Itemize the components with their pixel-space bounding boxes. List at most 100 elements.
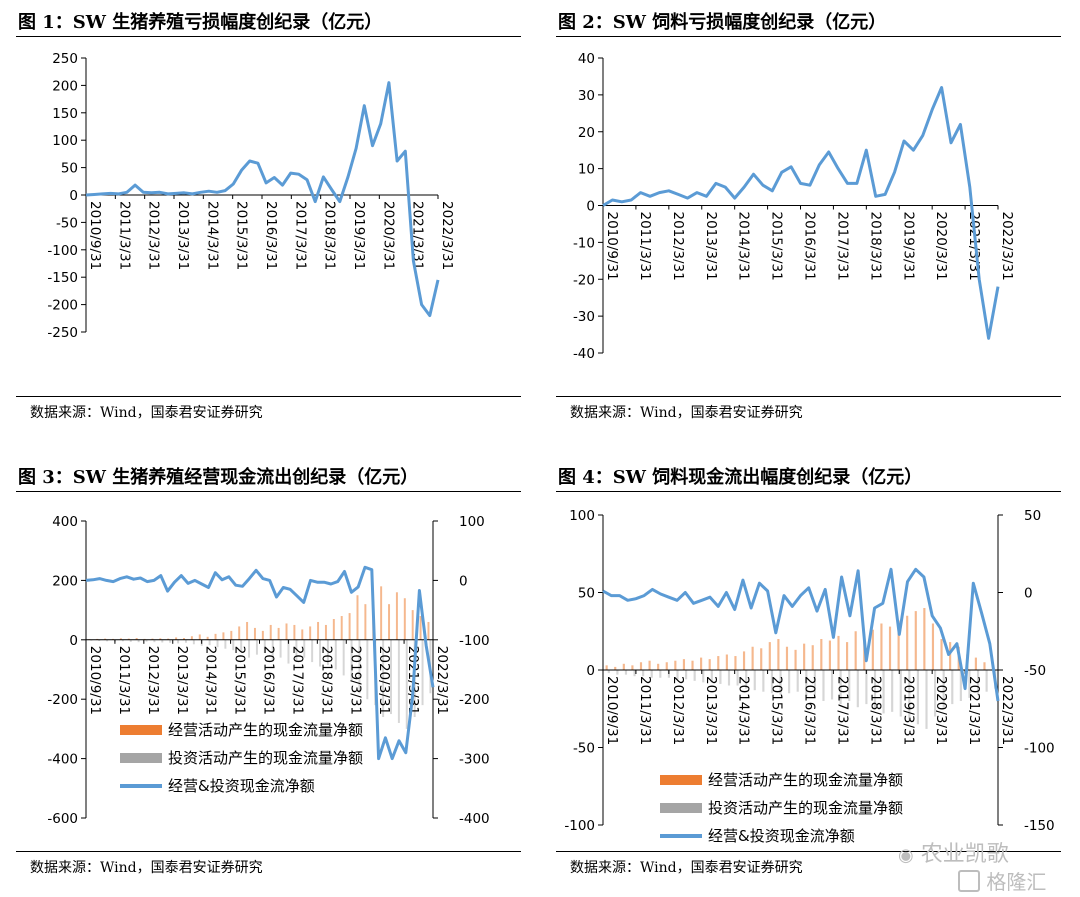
bar-investing [719, 670, 722, 684]
bar-investing [192, 639, 195, 645]
bar-operating [190, 636, 193, 640]
bar-operating [631, 665, 634, 670]
bar-investing [405, 639, 408, 729]
legend-label: 经营&投资现金流净额 [708, 827, 855, 845]
source-rule [556, 396, 1061, 397]
x-tick-label: 2022/3/31 [439, 201, 455, 270]
bar-investing [161, 639, 164, 643]
y-tick-label-right: -300 [459, 752, 490, 768]
bar-operating [340, 616, 343, 640]
bar-operating [183, 638, 185, 640]
chart-plot-1: 250 200 150 100 50 0 -50 -100 -150 -200 -250 2010/9… [47, 51, 455, 341]
x-tick-label: 2019/3/31 [351, 201, 367, 270]
bar-operating [364, 604, 367, 640]
x-tick-label: 2013/3/31 [175, 201, 191, 270]
bar-operating [846, 642, 849, 670]
bar-operating [175, 637, 178, 640]
y-tick-label-left: 400 [52, 514, 78, 530]
bar-investing [976, 670, 980, 695]
bar-operating [923, 608, 926, 670]
bar-investing [934, 670, 937, 717]
bar-operating [785, 646, 789, 670]
bar-investing [916, 670, 919, 725]
bar-operating [828, 640, 831, 670]
x-tick-label: 2010/9/31 [604, 676, 620, 745]
bar-operating [253, 627, 256, 640]
bar-operating [768, 642, 771, 670]
bar-investing [350, 639, 353, 682]
y-tick-label-right: -400 [459, 811, 490, 827]
bar-investing [366, 639, 369, 700]
x-tick-label: 2010/9/31 [87, 201, 103, 270]
bar-investing [616, 670, 619, 675]
y-tick-label-right: 100 [459, 514, 485, 530]
y-tick-label-left: 0 [586, 663, 595, 679]
bar-operating [388, 604, 391, 640]
y-tick-label-left: 250 [52, 51, 78, 67]
bar-operating [293, 624, 296, 640]
bar-investing [770, 670, 774, 694]
y-tick-label-left: 0 [69, 633, 78, 649]
wechat-watermark-text: 农业凯歌 [920, 842, 1009, 867]
bar-operating [324, 624, 327, 640]
title-rule [556, 36, 1061, 37]
bar-operating [419, 616, 422, 640]
x-tick-label: 2018/3/31 [322, 201, 338, 270]
bar-investing [382, 639, 385, 718]
y-tick-label-left: 200 [52, 573, 78, 589]
x-tick-label: 2012/3/31 [670, 212, 686, 281]
x-tick-label: 2012/3/31 [145, 646, 161, 715]
chart-plot-4: 100 50 0 -50 -100 50 0 -50 -100 -150 2010/9/31 2011… [564, 508, 1054, 845]
bar-investing [659, 670, 662, 678]
bar-investing [169, 639, 172, 643]
y-tick-label-left: 40 [578, 51, 595, 67]
bar-investing [216, 639, 219, 648]
bar-investing [676, 670, 679, 680]
bar-operating [974, 657, 977, 670]
y-tick-label-right: -200 [459, 692, 490, 708]
x-tick-label: 2015/3/31 [234, 201, 250, 270]
x-tick-label: 2010/9/31 [87, 646, 103, 715]
bar-investing [822, 670, 825, 701]
x-tick-label: 2017/3/31 [292, 201, 308, 270]
bar-operating [708, 659, 711, 670]
bar-operating [820, 639, 823, 670]
bar-operating [151, 638, 154, 640]
bar-operating [871, 629, 874, 670]
bar-operating [751, 646, 754, 670]
bar-investing [303, 639, 306, 658]
x-tick-label: 2012/3/31 [670, 676, 686, 745]
bar-operating [104, 638, 107, 640]
bar-investing [779, 670, 782, 695]
bar-investing [295, 639, 298, 661]
bar-investing [762, 670, 765, 692]
x-tick-label: 2014/3/31 [203, 646, 219, 715]
bar-operating [931, 623, 935, 670]
bar-operating [238, 626, 241, 640]
x-tick-label: 2012/3/31 [146, 201, 162, 270]
bar-operating [983, 662, 986, 670]
bar-investing [326, 639, 329, 666]
bar-investing [796, 670, 799, 692]
x-tick-label: 2019/3/31 [347, 646, 363, 715]
bar-operating [854, 631, 857, 670]
bar-investing [830, 670, 834, 700]
bar-investing [805, 670, 808, 697]
bar-investing [624, 670, 628, 675]
legend-label: 经营&投资现金流净额 [168, 777, 315, 795]
chart-source: 数据来源：Wind，国泰君安证券研究 [30, 860, 263, 876]
bar-operating [614, 666, 617, 670]
line-series [85, 565, 435, 761]
bar-investing [753, 670, 756, 691]
x-tick-label: 2011/3/31 [116, 646, 132, 715]
bar-investing [358, 639, 361, 694]
bar-operating [803, 643, 806, 670]
y-tick-label-left: -150 [47, 270, 78, 286]
bar-investing [271, 639, 274, 661]
legend-swatch-investing [120, 753, 162, 763]
x-tick-label: 2016/3/31 [263, 201, 279, 270]
bar-investing [942, 670, 945, 709]
x-tick-label: 2014/3/31 [736, 676, 752, 745]
x-tick-label: 2017/3/31 [834, 676, 850, 745]
bar-investing [856, 670, 859, 708]
